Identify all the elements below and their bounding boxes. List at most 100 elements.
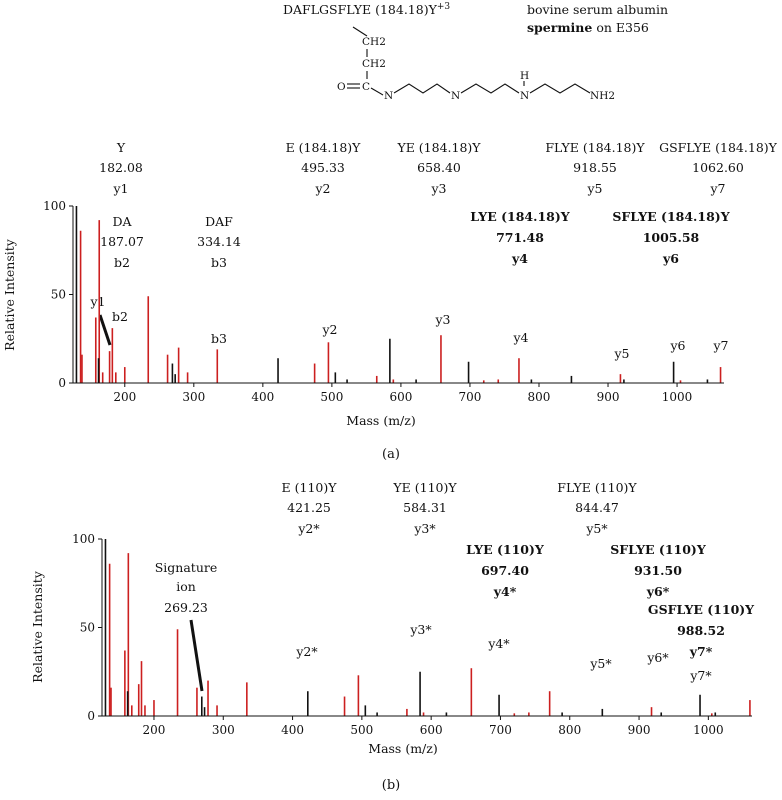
panel-b: E (110)Y 421.25 y2* YE (110)Y 584.31 y3*… (30, 480, 755, 793)
panel-a-peak-labels: y1 b2 b3 y2 y3 y4 y5 y6 y7 (89, 294, 728, 361)
panel-b-xtick-label-500: 500 (350, 723, 373, 737)
peak-label-y2star: y2* (295, 644, 318, 659)
annot-signature-line3: 269.23 (164, 600, 208, 615)
atom-nh2: NH2 (590, 90, 615, 102)
protein-name: bovine serum albumin (527, 2, 668, 17)
header: DAFLGSFLYE (184.18)Y+3 bovine serum albu… (283, 2, 668, 35)
panel-b-ytick-label-100: 100 (72, 532, 95, 546)
panel-a-ytick-label-100: 100 (43, 199, 66, 213)
annot-y2star-ion: y2* (297, 521, 320, 536)
annot-y4-mass: 771.48 (496, 230, 544, 245)
annot-y2-ion: y2 (314, 181, 330, 196)
modifier-site: on E356 (592, 20, 649, 35)
annot-y3star-ion: y3* (413, 521, 436, 536)
peptide-sequence: DAFLGSFLYE (184.18)Y (283, 2, 438, 17)
panel-a-xtick-label-400: 400 (251, 390, 274, 404)
annot-y5-ion: y5 (586, 181, 602, 196)
annot-y2star-name: E (110)Y (282, 480, 338, 495)
annot-y4star-ion: y4* (493, 584, 517, 599)
peak-label-y7: y7 (712, 338, 728, 353)
peak-label-y3star: y3* (409, 622, 432, 637)
annot-y4star-mass: 697.40 (481, 563, 529, 578)
peak-label-y6: y6 (669, 338, 685, 353)
annot-b3-ion: b3 (211, 255, 227, 270)
peak-label-b2: b2 (112, 309, 128, 324)
peak-label-b3: b3 (211, 331, 227, 346)
peak-label-y5star: y5* (589, 656, 612, 671)
panel-a-xlabel: Mass (m/z) (346, 413, 415, 428)
annot-y5-name: FLYE (184.18)Y (545, 140, 645, 155)
panel-b-xtick-label-300: 300 (212, 723, 235, 737)
annot-signature-line2: ion (176, 579, 196, 594)
panel-b-peaks (104, 539, 751, 716)
annot-y5star-mass: 844.47 (575, 500, 619, 515)
panel-b-xtick-label-400: 400 (281, 723, 304, 737)
panel-b-peak-labels: y2* y3* y4* y5* y6* y7* (295, 622, 712, 683)
annot-b3-name: DAF (205, 214, 233, 229)
signature-pointer-arrow (189, 619, 204, 692)
panel-a-xtick-label-600: 600 (389, 390, 412, 404)
panel-a-xtick-label-300: 300 (182, 390, 205, 404)
annot-y6star-mass: 931.50 (634, 563, 682, 578)
panel-a-xtick-label-800: 800 (528, 390, 551, 404)
annot-y4star-name: LYE (110)Y (466, 542, 545, 557)
atom-n-2: N (451, 90, 460, 102)
annot-b2-ion: b2 (114, 255, 130, 270)
panel-b-xlabel: Mass (m/z) (368, 741, 437, 756)
peak-label-y3: y3 (434, 312, 450, 327)
panel-a-xtick-label-1000: 1000 (662, 390, 693, 404)
annot-y6-name: SFLYE (184.18)Y (612, 209, 730, 224)
peak-label-y4: y4 (512, 330, 528, 345)
peptide-charge: +3 (437, 2, 451, 12)
panel-b-xtick-label-600: 600 (420, 723, 443, 737)
panel-a-peaks (75, 206, 722, 383)
annot-y7-name: GSFLYE (184.18)Y (659, 140, 778, 155)
peak-label-y1: y1 (89, 294, 105, 309)
atom-n-1: N (384, 90, 393, 102)
panel-a-xtick-label-900: 900 (597, 390, 620, 404)
panel-b-xtick-label-900: 900 (628, 723, 651, 737)
annot-y3-mass: 658.40 (417, 160, 461, 175)
atom-oxygen: O (337, 81, 346, 93)
panel-b-ylabel: Relative Intensity (30, 570, 45, 683)
annot-y2-name: E (184.18)Y (286, 140, 362, 155)
panel-a: Y 182.08 y1 E (184.18)Y 495.33 y2 YE (18… (2, 140, 778, 462)
panel-b-axes: 200 300 400 500 600 700 800 900 1000 0 50 100 (72, 532, 752, 737)
annot-signature-line1: Signature (155, 560, 218, 575)
modifier-bold: spermine (527, 20, 592, 35)
panel-a-xtick-label-200: 200 (113, 390, 136, 404)
annot-y7star-name: GSFLYE (110)Y (648, 602, 755, 617)
panel-a-xtick-label-500: 500 (320, 390, 343, 404)
atom-n-3: N (520, 90, 529, 102)
annot-y2-mass: 495.33 (301, 160, 345, 175)
annot-y3star-mass: 584.31 (403, 500, 447, 515)
peak-label-y7star: y7* (689, 668, 712, 683)
annot-y7-ion: y7 (709, 181, 725, 196)
peak-label-y6star: y6* (646, 650, 669, 665)
annot-y3-name: YE (184.18)Y (396, 140, 481, 155)
annot-y5-mass: 918.55 (573, 160, 617, 175)
panel-a-ytick-label-50: 50 (51, 288, 66, 302)
annot-y7star-mass: 988.52 (677, 623, 725, 638)
peak-label-y2: y2 (321, 322, 337, 337)
annot-y1-ion: y1 (112, 181, 128, 196)
atom-carbon: C (362, 81, 370, 93)
annot-b2-mass: 187.07 (100, 234, 144, 249)
annot-y7-mass: 1062.60 (692, 160, 744, 175)
panel-a-ylabel: Relative Intensity (2, 238, 17, 351)
panel-b-xtick-label-800: 800 (558, 723, 581, 737)
annot-y5star-name: FLYE (110)Y (557, 480, 637, 495)
annot-y6-ion: y6 (662, 251, 679, 266)
annot-y6star-name: SFLYE (110)Y (610, 542, 707, 557)
peak-label-y5: y5 (613, 346, 629, 361)
annot-b3-mass: 334.14 (197, 234, 241, 249)
annot-y1-name: Y (116, 140, 126, 155)
annot-y1-mass: 182.08 (99, 160, 143, 175)
panel-b-ytick-label-50: 50 (80, 621, 95, 635)
panel-a-caption: (a) (382, 447, 400, 462)
atom-ch2-upper: CH2 (362, 36, 386, 48)
annot-b2-name: DA (112, 214, 132, 229)
atom-ch2-lower: CH2 (362, 58, 386, 70)
panel-b-xtick-label-1000: 1000 (693, 723, 724, 737)
